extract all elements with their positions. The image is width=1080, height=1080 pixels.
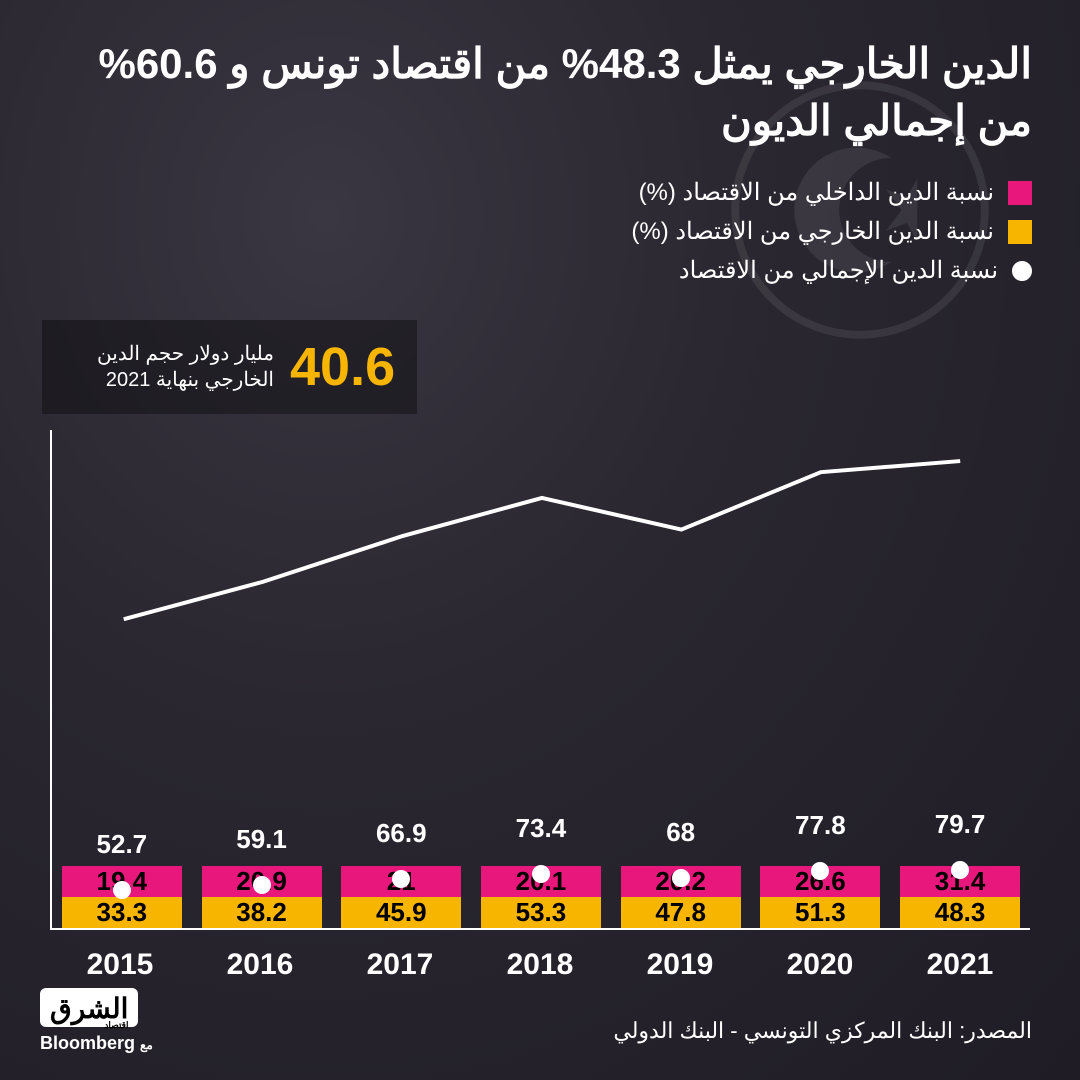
logo-partner: Bloomberg: [40, 1033, 135, 1053]
total-label: 73.4: [481, 813, 601, 844]
segment-external: 48.3: [900, 897, 1020, 928]
total-label: 77.8: [760, 810, 880, 841]
total-label: 52.7: [62, 829, 182, 860]
legend-item-total: نسبة الدين الإجمالي من الاقتصاد: [631, 256, 1032, 285]
total-label: 66.9: [341, 818, 461, 849]
logo-sub: اقتصاد: [104, 1020, 128, 1031]
legend-item-external: نسبة الدين الخارجي من الاقتصاد (%): [631, 217, 1032, 246]
total-label: 59.1: [202, 824, 322, 855]
brand-logo: الشرق اقتصاد Bloomberg مع: [40, 988, 153, 1054]
segment-external: 47.8: [621, 897, 741, 928]
x-tick: 2015: [60, 948, 180, 982]
x-tick: 2018: [480, 948, 600, 982]
headline: الدين الخارجي يمثل 48.3% من اقتصاد تونس …: [48, 36, 1032, 149]
bar-2020: 77.826.651.3: [760, 866, 880, 928]
legend-label: نسبة الدين الخارجي من الاقتصاد (%): [631, 217, 994, 246]
line-marker: [672, 869, 690, 887]
bar-2015: 52.719.433.3: [62, 866, 182, 928]
x-tick: 2016: [200, 948, 320, 982]
kpi-callout: 40.6 مليار دولار حجم الدين الخارجي بنهاي…: [42, 320, 417, 414]
legend-item-internal: نسبة الدين الداخلي من الاقتصاد (%): [631, 178, 1032, 207]
kpi-value: 40.6: [290, 336, 395, 398]
x-tick: 2021: [900, 948, 1020, 982]
bar-2019: 6820.247.8: [621, 866, 741, 928]
logo-with: مع: [140, 1038, 153, 1052]
line-marker: [113, 881, 131, 899]
swatch-internal: [1008, 181, 1032, 205]
total-label: 79.7: [900, 809, 1020, 840]
bar-2017: 66.92145.9: [341, 866, 461, 928]
swatch-total-circle: [1012, 261, 1032, 281]
segment-external: 53.3: [481, 897, 601, 928]
chart: 52.719.433.3 59.120.938.2 66.92145.9 73.420…: [50, 430, 1030, 930]
legend: نسبة الدين الداخلي من الاقتصاد (%) نسبة …: [631, 178, 1032, 295]
line-marker: [811, 862, 829, 880]
segment-external: 38.2: [202, 897, 322, 928]
segment-external: 45.9: [341, 897, 461, 928]
segment-external: 33.3: [62, 897, 182, 928]
x-tick: 2019: [620, 948, 740, 982]
x-tick: 2017: [340, 948, 460, 982]
swatch-external: [1008, 220, 1032, 244]
x-tick: 2020: [760, 948, 880, 982]
legend-label: نسبة الدين الداخلي من الاقتصاد (%): [639, 178, 994, 207]
total-label: 68: [621, 817, 741, 848]
source-text: المصدر: البنك المركزي التونسي - البنك ال…: [613, 1018, 1032, 1044]
segment-external: 51.3: [760, 897, 880, 928]
line-marker: [951, 861, 969, 879]
line-marker: [392, 870, 410, 888]
bar-2018: 73.420.153.3: [481, 866, 601, 928]
bar-2021: 79.731.448.3: [900, 866, 1020, 928]
bar-2016: 59.120.938.2: [202, 866, 322, 928]
legend-label: نسبة الدين الإجمالي من الاقتصاد: [679, 256, 998, 285]
line-marker: [253, 876, 271, 894]
x-axis: 2015 2016 2017 2018 2019 2020 2021: [50, 948, 1030, 982]
kpi-text: مليار دولار حجم الدين الخارجي بنهاية 202…: [64, 341, 274, 393]
line-marker: [532, 865, 550, 883]
